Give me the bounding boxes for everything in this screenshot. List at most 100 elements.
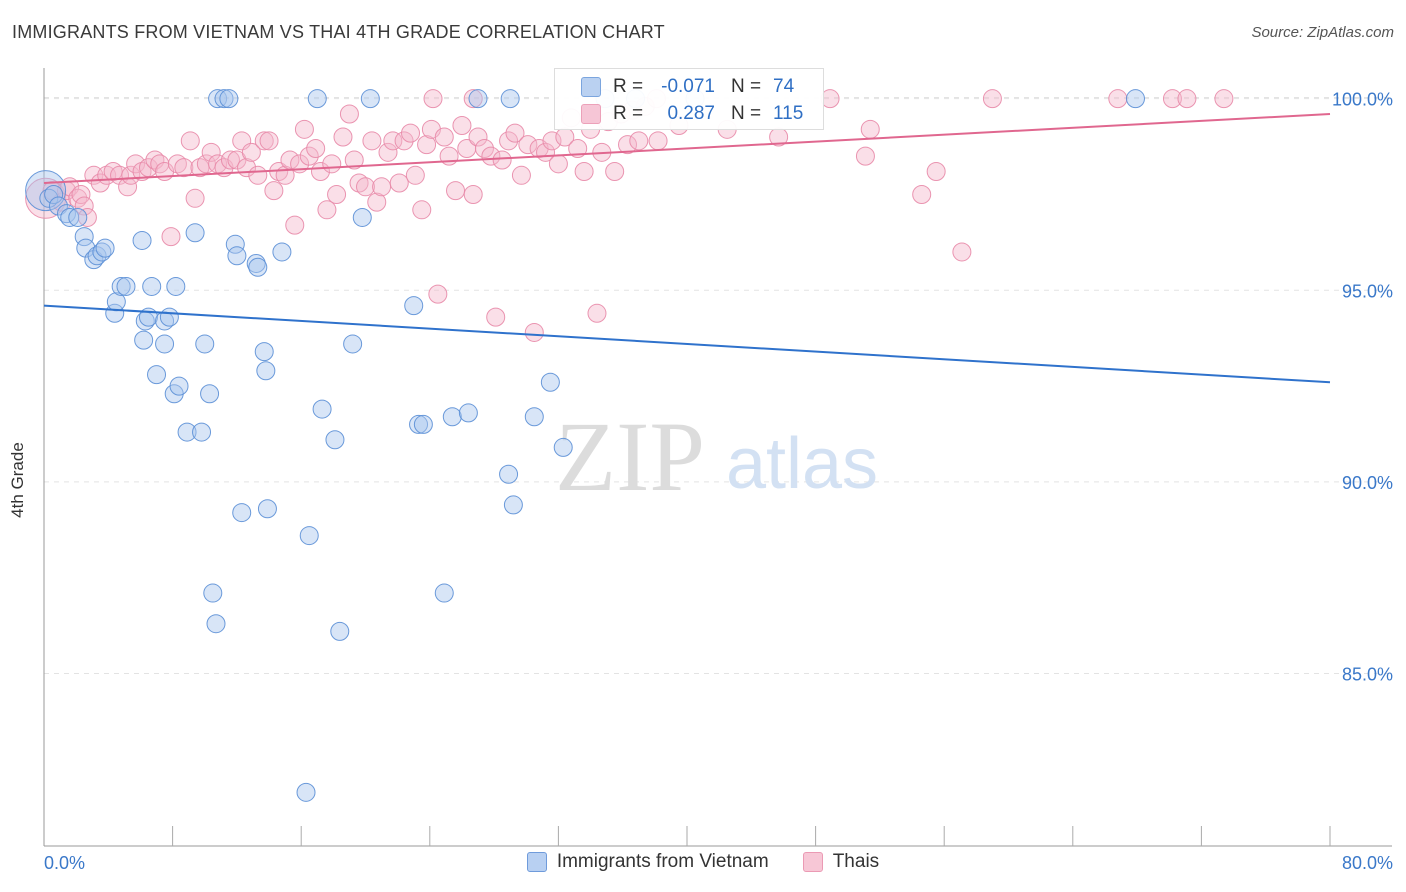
data-point-thais: [299, 146, 319, 166]
data-point-thais: [518, 135, 538, 155]
data-point-thais: [524, 322, 544, 342]
y-tick-label: 85.0%: [1342, 665, 1393, 685]
data-point-vietnam: [409, 414, 429, 434]
data-point-vietnam: [132, 230, 152, 250]
data-point-thais: [383, 131, 403, 151]
data-point-thais: [264, 181, 284, 201]
data-point-thais: [648, 131, 668, 151]
data-point-vietnam: [169, 376, 189, 396]
data-point-thais: [220, 150, 240, 170]
watermark-atlas: atlas: [726, 424, 878, 504]
data-point-vietnam: [434, 583, 454, 603]
data-point-vietnam: [312, 399, 332, 419]
data-point-thais: [401, 123, 421, 143]
data-point-thais: [367, 192, 387, 212]
data-point-vietnam: [134, 330, 154, 350]
data-point-thais: [339, 104, 359, 124]
y-tick-label: 90.0%: [1342, 473, 1393, 493]
data-point-thais: [389, 173, 409, 193]
data-point-thais: [618, 135, 638, 155]
trend-lines: [43, 112, 1331, 384]
data-point-thais: [481, 146, 501, 166]
data-point-vietnam: [360, 89, 380, 109]
data-point-vietnam: [257, 499, 277, 519]
data-point-thais: [174, 158, 194, 178]
data-point-thais: [463, 89, 483, 109]
data-point-vietnam: [468, 89, 488, 109]
x-tick-label: 0.0%: [44, 853, 85, 873]
data-point-vietnam: [499, 464, 519, 484]
watermark-zip: ZIP: [555, 401, 705, 512]
chart-legend: Immigrants from Vietnam Thais: [0, 851, 1406, 873]
data-point-vietnam: [272, 242, 292, 262]
data-point-thais: [587, 303, 607, 323]
data-point-vietnam: [155, 334, 175, 354]
data-point-thais: [492, 150, 512, 170]
data-point-vietnam: [68, 207, 88, 227]
data-point-vietnam: [500, 89, 520, 109]
data-point-vietnam: [296, 782, 316, 802]
data-point-thais: [317, 200, 337, 220]
legend-label-vietnam: Immigrants from Vietnam: [556, 851, 769, 872]
data-point-vietnam: [553, 437, 573, 457]
data-point-vietnam: [192, 422, 212, 442]
data-point-thais: [926, 161, 946, 181]
data-point-thais: [74, 196, 94, 216]
stats-swatch-thais: [581, 104, 601, 124]
data-point-thais: [71, 184, 91, 204]
data-point-vietnam: [195, 334, 215, 354]
data-point-thais: [201, 142, 221, 162]
data-point-vietnam: [185, 223, 205, 243]
data-point-vietnam: [177, 422, 197, 442]
data-point-thais: [90, 173, 110, 193]
data-point-thais: [356, 177, 375, 197]
stats-r-value: -0.071: [661, 76, 715, 97]
y-tick-label: 100.0%: [1332, 90, 1393, 110]
data-point-thais: [574, 161, 594, 181]
data-point-thais: [952, 242, 972, 262]
data-point-vietnam: [60, 207, 80, 227]
stats-legend: R = -0.071 N = 74 R = 0.287 N = 115: [554, 68, 824, 130]
stats-n-label: N =: [731, 103, 762, 124]
data-point-thais: [378, 142, 398, 162]
data-point-thais: [568, 138, 588, 158]
grid-lines: [44, 97, 1392, 675]
data-point-thais: [1214, 89, 1234, 109]
data-point-thais: [254, 131, 274, 151]
data-point-vietnam: [232, 503, 252, 523]
watermark: ZIP atlas: [555, 401, 878, 512]
data-point-thais: [428, 284, 448, 304]
data-point-thais: [855, 146, 875, 166]
data-point-thais: [259, 131, 279, 151]
data-point-vietnam: [524, 407, 544, 427]
data-point-vietnam: [76, 238, 96, 258]
data-point-vietnam: [256, 361, 276, 381]
data-point-thais: [505, 123, 525, 143]
data-point-thais: [982, 89, 1002, 109]
data-point-thais: [417, 135, 437, 155]
data-point-thais: [412, 200, 432, 220]
data-point-thais: [161, 227, 181, 247]
data-point-vietnam: [166, 276, 186, 296]
chart-source: Source: ZipAtlas.com: [1251, 24, 1394, 41]
data-point-vietnam: [248, 257, 268, 277]
data-point-thais: [327, 184, 347, 204]
data-point-vietnam: [413, 414, 433, 434]
stats-swatch-vietnam: [581, 77, 601, 97]
data-point-vietnam: [84, 250, 104, 270]
data-point-vietnam: [142, 276, 162, 296]
data-point-vietnam: [159, 307, 179, 327]
data-point-thais: [294, 119, 314, 139]
data-point-thais: [306, 138, 326, 158]
data-point-vietnam: [200, 384, 220, 404]
legend-item-thais[interactable]: Thais: [802, 851, 879, 873]
data-point-thais: [248, 165, 268, 185]
data-point-vietnam: [219, 89, 239, 109]
data-point-thais: [499, 131, 519, 151]
stats-n-value: 74: [773, 76, 795, 97]
data-point-vietnam: [116, 276, 136, 296]
stats-r-label: R =: [613, 76, 644, 97]
legend-item-vietnam[interactable]: Immigrants from Vietnam: [526, 851, 769, 873]
data-point-vietnam: [1125, 89, 1145, 109]
